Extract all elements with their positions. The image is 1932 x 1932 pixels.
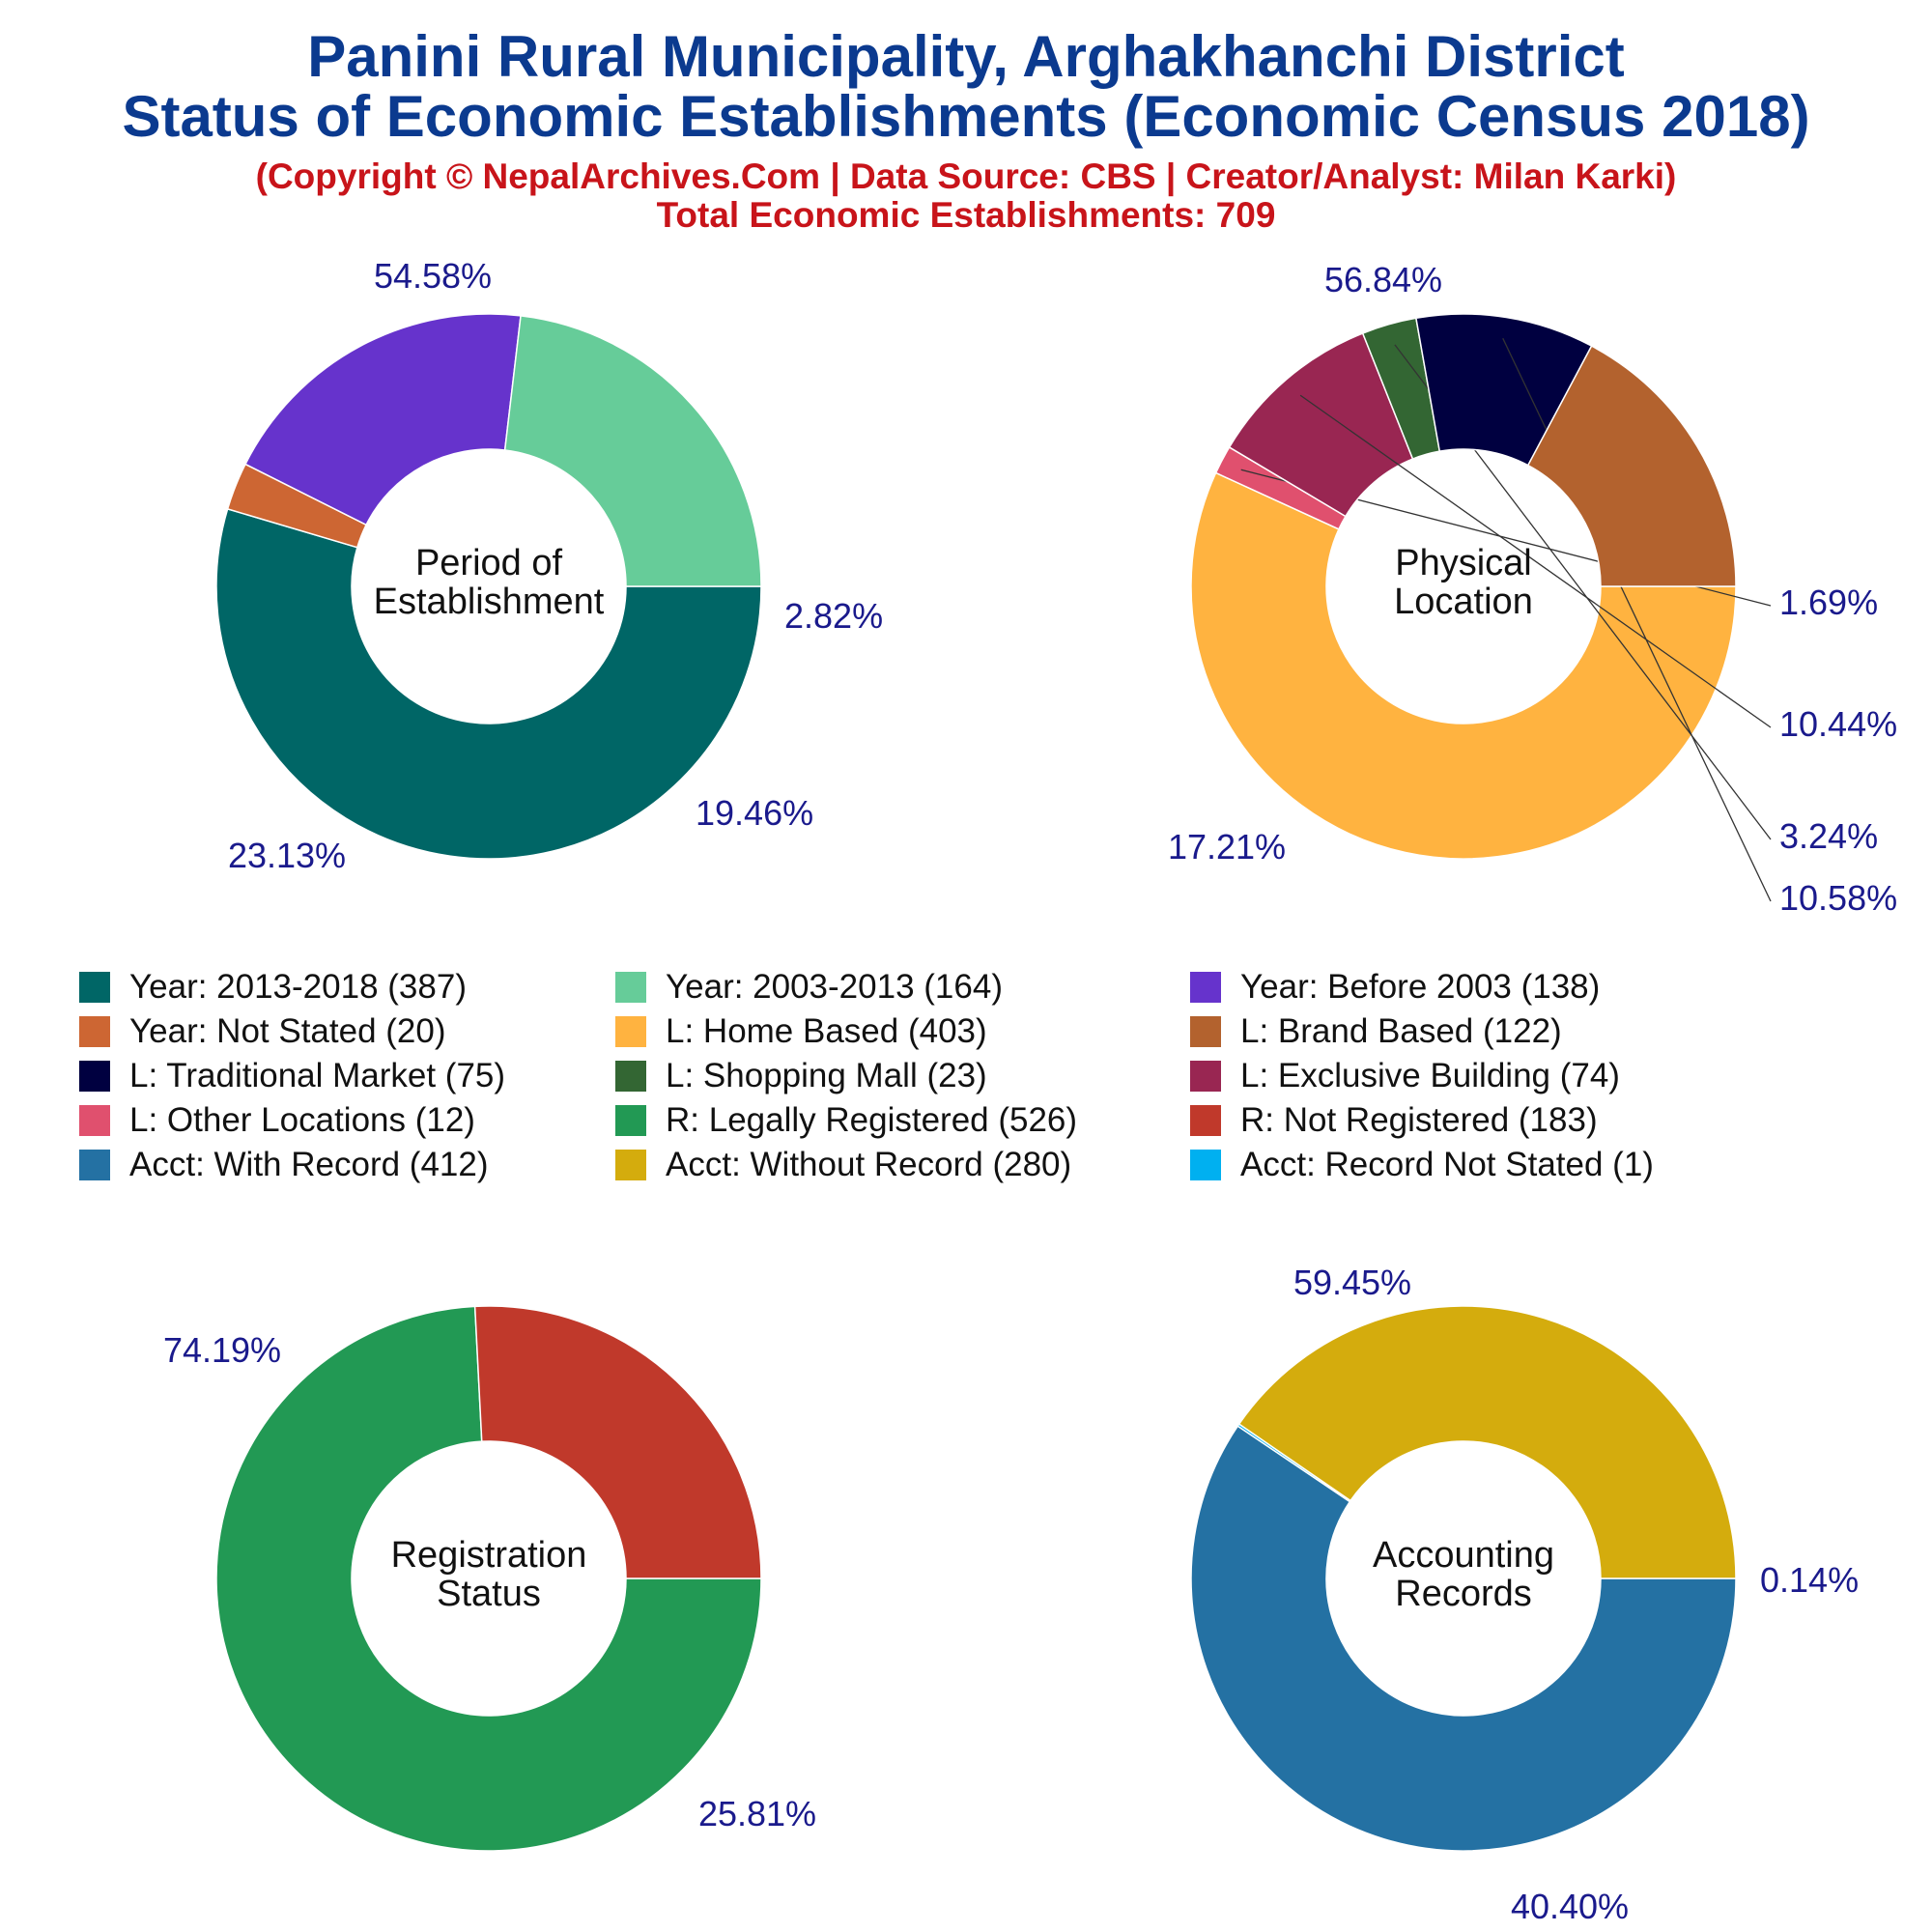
center-label: Registration [391, 1535, 587, 1576]
data-label: 3.24% [1779, 816, 1878, 856]
legend-item: Acct: Record Not Stated (1) [1190, 1143, 1654, 1187]
legend-swatch [615, 972, 646, 1003]
legend-swatch [615, 1150, 646, 1180]
legend-item: Year: Not Stated (20) [79, 1009, 446, 1054]
legend-label: Year: 2013-2018 (387) [129, 968, 467, 1006]
legend-label: L: Other Locations (12) [129, 1101, 475, 1139]
donut-slice [215, 1305, 762, 1852]
data-label: 23.13% [228, 836, 346, 875]
legend-swatch [79, 1150, 110, 1180]
legend-label: Year: 2003-2013 (164) [666, 968, 1003, 1006]
legend-swatch [79, 1105, 110, 1136]
donut-slice [1237, 1305, 1737, 1579]
data-label: 56.84% [1324, 260, 1442, 299]
center-label: Period of [415, 543, 563, 583]
legend-item: L: Brand Based (122) [1190, 1009, 1562, 1054]
legend-label: L: Traditional Market (75) [129, 1057, 506, 1094]
legend-item: L: Shopping Mall (23) [615, 1054, 987, 1098]
data-label: 10.44% [1779, 704, 1897, 744]
legend-item: L: Home Based (403) [615, 1009, 987, 1054]
data-label: 25.81% [698, 1794, 816, 1833]
data-label: 17.21% [1168, 827, 1286, 867]
legend-item: L: Traditional Market (75) [79, 1054, 505, 1098]
legend-label: Acct: Without Record (280) [666, 1146, 1072, 1183]
data-label: 40.40% [1511, 1887, 1629, 1926]
legend-swatch [1190, 1016, 1221, 1047]
legend-item: R: Not Registered (183) [1190, 1098, 1598, 1143]
legend-label: Year: Not Stated (20) [129, 1012, 446, 1050]
legend-label: Year: Before 2003 (138) [1240, 968, 1601, 1006]
legend-label: L: Shopping Mall (23) [666, 1057, 987, 1094]
donut-slice [1190, 1425, 1737, 1852]
data-label: 1.69% [1779, 582, 1878, 622]
chart-title-line1: Panini Rural Municipality, Arghakhanchi … [307, 24, 1625, 89]
data-label: 59.45% [1293, 1263, 1411, 1302]
legend-label: L: Exclusive Building (74) [1240, 1057, 1620, 1094]
legend-swatch [79, 972, 110, 1003]
data-label: 19.46% [696, 793, 813, 833]
legend-item: R: Legally Registered (526) [615, 1098, 1077, 1143]
legend-label: L: Brand Based (122) [1240, 1012, 1562, 1050]
legend-swatch [615, 1105, 646, 1136]
legend-swatch [1190, 1105, 1221, 1136]
legend-item: L: Exclusive Building (74) [1190, 1054, 1620, 1098]
legend-swatch [615, 1016, 646, 1047]
legend-swatch [1190, 1061, 1221, 1092]
legend-item: L: Other Locations (12) [79, 1098, 475, 1143]
legend-swatch [1190, 1150, 1221, 1180]
data-label: 10.58% [1779, 878, 1897, 918]
center-label: Establishment [374, 582, 605, 622]
chart-title-line2: Status of Economic Establishments (Econo… [122, 84, 1810, 149]
legend-swatch [615, 1061, 646, 1092]
legend-label: Acct: Record Not Stated (1) [1240, 1146, 1654, 1183]
data-label: 74.19% [163, 1330, 281, 1370]
legend-label: Acct: With Record (412) [129, 1146, 489, 1183]
donut-slice [1190, 471, 1737, 860]
center-label: Location [1394, 582, 1533, 622]
legend-swatch [79, 1061, 110, 1092]
donut-slice [215, 507, 762, 860]
legend-swatch [79, 1016, 110, 1047]
center-label: Accounting [1373, 1535, 1554, 1576]
donut-slice [1526, 345, 1737, 587]
legend-label: L: Home Based (403) [666, 1012, 987, 1050]
leader-line [1299, 394, 1772, 728]
center-label: Status [437, 1574, 541, 1614]
legend-item: Acct: Without Record (280) [615, 1143, 1071, 1187]
legend-item: Year: 2003-2013 (164) [615, 965, 1003, 1009]
legend-label: R: Legally Registered (526) [666, 1101, 1078, 1139]
data-label: 2.82% [784, 596, 883, 636]
donut-slice [503, 315, 762, 587]
donut-slice [473, 1305, 762, 1579]
data-label: 54.58% [374, 256, 492, 296]
copyright-subtitle: (Copyright © NepalArchives.Com | Data So… [255, 156, 1677, 196]
total-establishments: Total Economic Establishments: 709 [656, 195, 1276, 235]
legend-label: R: Not Registered (183) [1240, 1101, 1598, 1139]
center-label: Physical [1395, 543, 1532, 583]
legend-item: Acct: With Record (412) [79, 1143, 489, 1187]
legend-swatch [1190, 972, 1221, 1003]
legend-item: Year: Before 2003 (138) [1190, 965, 1600, 1009]
donut-slice [243, 313, 522, 526]
center-label: Records [1395, 1574, 1532, 1614]
data-label: 0.14% [1760, 1560, 1859, 1600]
legend-item: Year: 2013-2018 (387) [79, 965, 467, 1009]
